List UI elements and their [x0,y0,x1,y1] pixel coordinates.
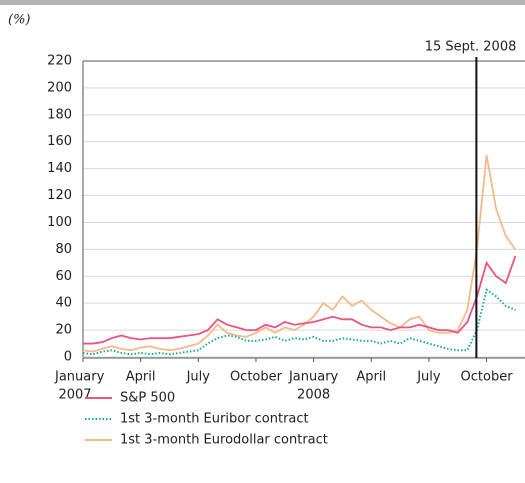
year-label: 2008 [297,388,330,403]
y-tick-label: 160 [47,134,72,149]
y-tick-label: 200 [47,80,72,95]
legend-label: 1st 3-month Euribor contract [120,412,309,427]
x-tick-label: April [356,370,386,385]
top-band [0,0,525,5]
year-label: 2007 [58,388,91,403]
plot-area [83,155,517,356]
event-label: 15 Sept. 2008 [425,40,517,55]
series-line [83,155,517,353]
y-tick-label: 140 [47,161,72,176]
x-tick-label: October [461,370,514,385]
y-tick-label: 100 [47,215,72,230]
y-tick-label: 180 [47,107,72,122]
x-tick-label: April [126,370,156,385]
y-tick-label: 80 [55,242,72,257]
x-tick-label: July [416,370,441,385]
y-tick-label: 20 [55,323,72,338]
y-unit: (%) [8,13,31,28]
x-tick-label: January [288,370,339,385]
y-tick-label: 220 [47,54,72,69]
legend-label: 1st 3-month Eurodollar contract [120,433,328,448]
x-tick-label: January [54,370,105,385]
legend-label: S&P 500 [120,391,175,406]
y-tick-label: 60 [55,269,72,284]
series-line [83,255,517,345]
y-tick-label: 40 [55,296,72,311]
series-line [83,288,516,356]
y-tick-label: 0 [64,350,72,365]
y-tick-label: 120 [47,188,72,203]
x-tick-label: October [230,370,283,385]
x-tick-label: July [186,370,211,385]
